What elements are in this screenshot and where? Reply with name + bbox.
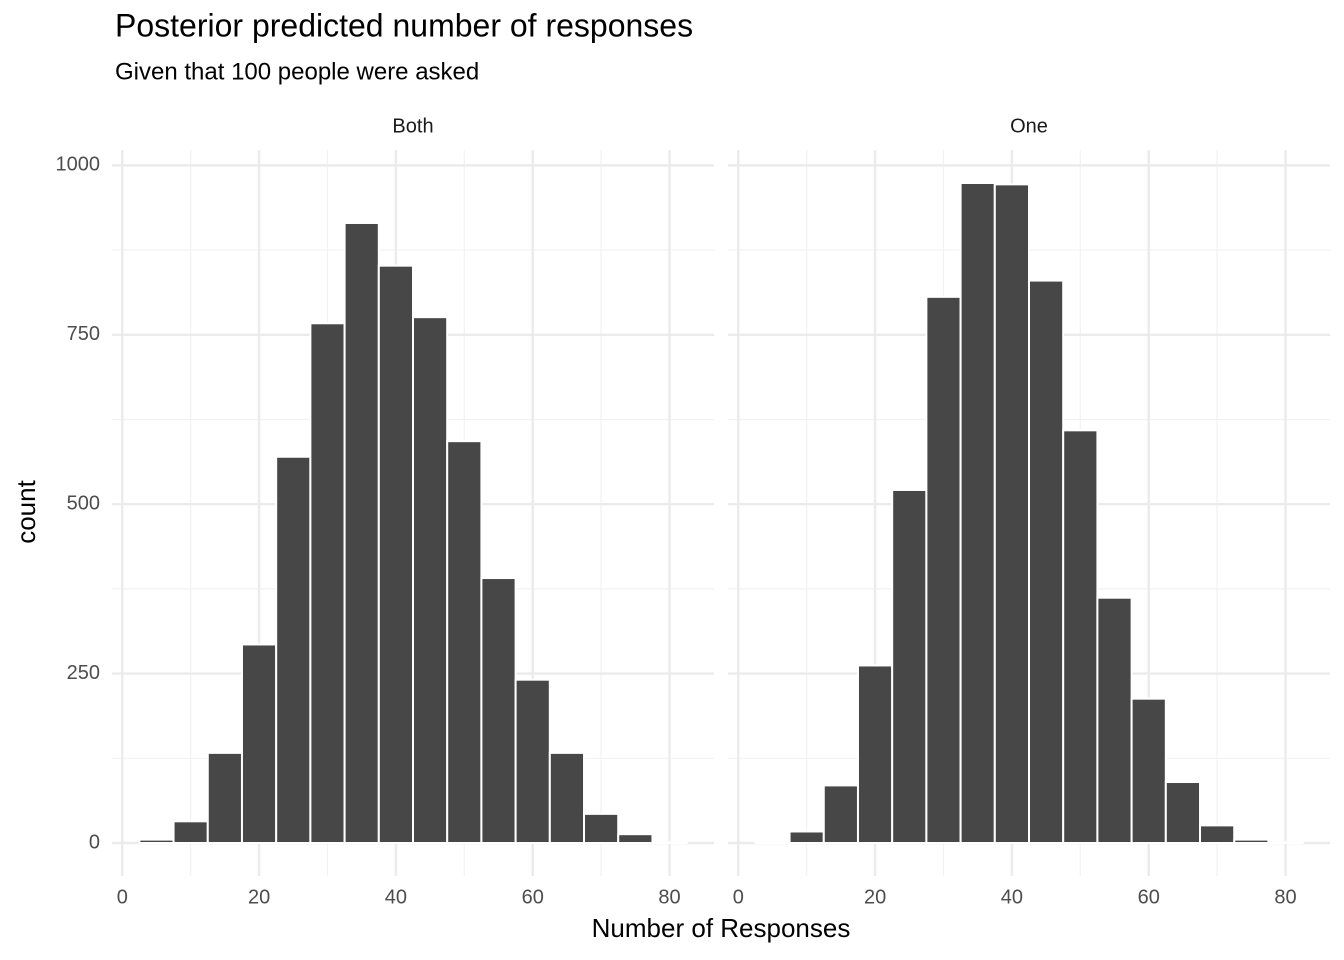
bar [1199, 824, 1236, 845]
y-axis-title: count [11, 479, 41, 543]
x-axis-title: Number of Responses [592, 913, 851, 943]
bar [959, 182, 996, 844]
facet-label: One [1010, 115, 1048, 137]
bar [172, 820, 209, 845]
bar [206, 751, 243, 844]
bar [1130, 697, 1167, 844]
bar [856, 664, 894, 844]
x-tick-label: 20 [248, 886, 270, 908]
chart-title: Posterior predicted number of responses [115, 7, 693, 43]
x-tick-label: 40 [385, 886, 407, 908]
bar [1062, 429, 1099, 844]
x-tick-label: 60 [1138, 886, 1160, 908]
bar [754, 841, 791, 845]
bar [1164, 781, 1202, 844]
y-tick-label: 500 [67, 492, 100, 514]
bar [240, 643, 278, 844]
bar [412, 316, 449, 844]
bar [548, 751, 586, 844]
x-tick-label: 0 [733, 886, 744, 908]
bar [480, 577, 517, 844]
bar [583, 812, 620, 845]
bar [891, 488, 928, 844]
y-tick-label: 750 [67, 323, 100, 345]
x-tick-label: 0 [117, 886, 128, 908]
bar [275, 455, 312, 844]
bar [1233, 838, 1270, 845]
bar [138, 838, 175, 845]
bar [446, 440, 483, 844]
x-tick-label: 40 [1001, 886, 1023, 908]
x-tick-label: 80 [658, 886, 680, 908]
bar [1096, 596, 1133, 845]
bar [514, 678, 551, 844]
bar [309, 322, 346, 844]
y-tick-label: 1000 [56, 154, 101, 176]
bar [1267, 841, 1304, 845]
x-tick-label: 60 [522, 886, 544, 908]
bar [822, 784, 859, 844]
bar [925, 295, 962, 844]
chart-subtitle: Given that 100 people were asked [115, 58, 479, 85]
bar [343, 221, 380, 844]
y-tick-label: 0 [89, 831, 100, 853]
x-tick-label: 20 [864, 886, 886, 908]
bar [377, 264, 414, 844]
facet-label: Both [392, 115, 433, 137]
x-tick-label: 80 [1274, 886, 1296, 908]
bar [617, 833, 654, 845]
bar [1028, 279, 1065, 844]
bar [993, 183, 1031, 845]
y-tick-label: 250 [67, 662, 100, 684]
bar [788, 830, 825, 844]
bar [651, 841, 688, 845]
